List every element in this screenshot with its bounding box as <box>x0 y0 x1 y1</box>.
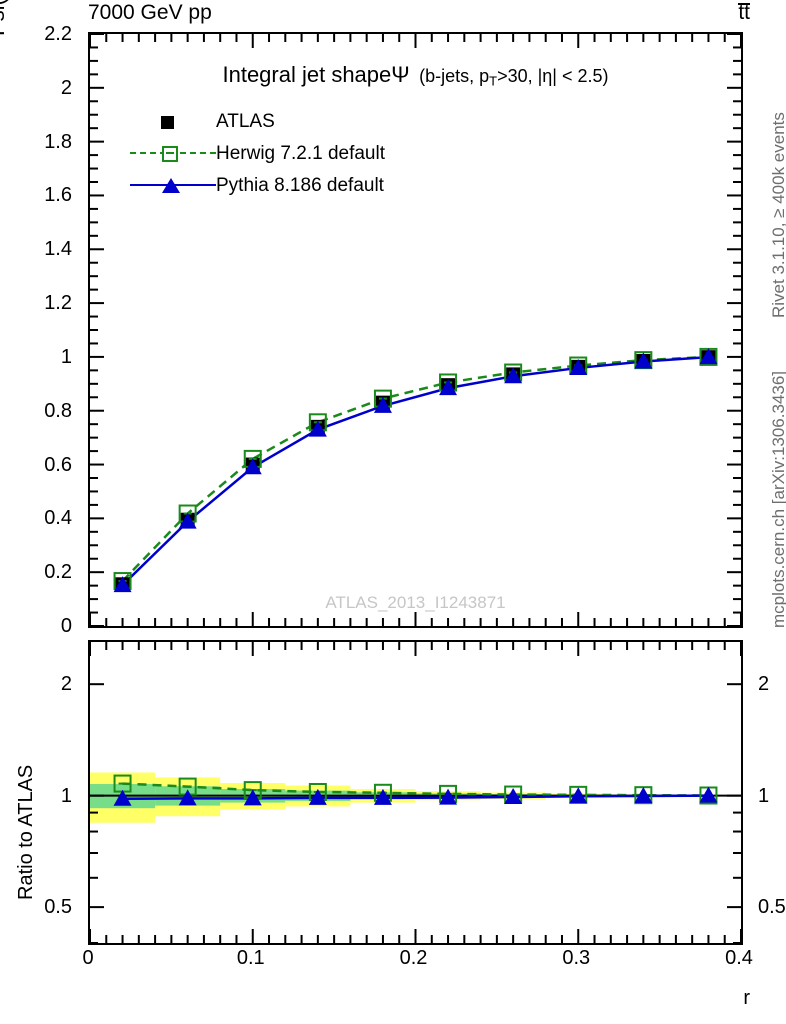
main-y-tick-label: 1.6 <box>44 184 72 207</box>
main-plot-panel: Integral jet shapeΨ (b-jets, pT>30, |η| … <box>88 32 743 628</box>
process-label-text: tt <box>738 1 750 24</box>
mcplots-caption: mcplots.cern.ch [arXiv:1306.3436] <box>769 370 786 628</box>
pythia-main-line <box>121 355 709 586</box>
main-y-tick-label: 1.8 <box>44 130 72 153</box>
pythia-main-marker <box>308 420 327 437</box>
pythia-ratio-marker <box>308 788 327 805</box>
ratio-y-tick-label-right: 0.5 <box>758 896 786 919</box>
herwig-marker-icon <box>130 142 216 164</box>
pythia-main-marker <box>178 512 197 529</box>
x-tick-label: 0.4 <box>725 947 753 969</box>
x-tick-label: 0.1 <box>236 947 265 969</box>
pythia-main-marker <box>439 379 458 396</box>
main-plot-area: Integral jet shapeΨ (b-jets, pT>30, |η| … <box>90 34 741 626</box>
x-tick-label: 0 <box>82 947 94 969</box>
pythia-main-marker <box>504 367 523 384</box>
pythia-ratio-marker <box>504 787 523 804</box>
legend-label-pythia: Pythia 8.186 default <box>216 174 384 196</box>
x-axis-title: r <box>743 987 750 1009</box>
pythia-marker-icon <box>130 174 216 196</box>
legend-label-herwig: Herwig 7.2.1 default <box>216 142 385 164</box>
ratio-plot-panel <box>88 640 743 945</box>
ratio-series-overlay <box>90 642 741 943</box>
plot-title-sub: (b-jets, pT>30, |η| < 2.5) <box>414 66 609 89</box>
main-series-overlay <box>90 34 741 626</box>
main-y-tick-labels: 0 0.2 0.4 0.6 0.8 1 1.2 1.4 1.6 1.8 2 2.2 <box>0 24 82 636</box>
dataset-watermark: ATLAS_2013_I1243871 <box>325 593 506 612</box>
pythia-main-marker <box>569 358 588 375</box>
x-tick-label: 0.2 <box>399 947 428 969</box>
x-tick-label: 0.3 <box>562 947 591 969</box>
pythia-ratio-marker <box>373 788 392 805</box>
pythia-main-marker <box>113 576 132 593</box>
plot-title-main: Integral jet shapeΨ <box>222 62 410 87</box>
ratio-y-axis-title: Ratio to ATLAS <box>15 764 37 900</box>
main-y-tick-label: 0.6 <box>44 453 72 476</box>
pythia-ratio-marker <box>634 786 653 803</box>
y-axis-title: Psi(r) <box>0 0 9 36</box>
pythia-main-marker <box>373 396 392 413</box>
main-y-tick-label: 1 <box>60 345 72 368</box>
ratio-y-tick-label-right: 1 <box>758 784 770 807</box>
x-tick-labels: 0 0.1 0.2 0.3 0.4 <box>0 948 786 976</box>
ratio-y-tick-labels: 0.5 1 2 <box>0 640 82 945</box>
main-y-tick-label: 2.2 <box>44 23 72 45</box>
plot-title: Integral jet shapeΨ (b-jets, pT>30, |η| … <box>90 62 741 89</box>
ratio-y-tick-label: 0.5 <box>44 896 72 919</box>
main-y-tick-label: 0.4 <box>44 507 72 530</box>
atlas-marker-icon <box>130 110 216 132</box>
main-y-tick-label: 1.4 <box>44 238 72 261</box>
pythia-ratio-line <box>122 794 709 800</box>
ratio-y-tick-label: 1 <box>60 784 72 807</box>
main-y-tick-label: 0.8 <box>44 399 72 422</box>
main-y-tick-label: 1.2 <box>44 292 72 315</box>
pythia-main-marker <box>634 352 653 369</box>
pythia-ratio-marker <box>178 789 197 806</box>
legend-item-atlas[interactable]: ATLAS <box>130 110 385 132</box>
ratio-y-tick-label-right: 2 <box>758 673 770 696</box>
ratio-y-tick-labels-right: 0.5 1 2 <box>750 640 786 945</box>
pythia-ratio-marker <box>699 786 718 803</box>
pythia-main-marker <box>243 458 262 475</box>
beam-energy-label: 7000 GeV pp <box>88 1 212 24</box>
legend-item-pythia[interactable]: Pythia 8.186 default <box>130 174 385 196</box>
herwig-main-line <box>121 355 709 582</box>
legend-label-atlas: ATLAS <box>216 110 275 132</box>
process-label: tt <box>738 2 750 23</box>
ratio-plot-area <box>90 642 741 943</box>
legend: ATLAS Herwig 7.2.1 default Pythia 8.186 … <box>130 110 385 196</box>
pythia-ratio-marker <box>569 787 588 804</box>
pythia-ratio-marker <box>439 788 458 805</box>
pythia-ratio-marker <box>243 789 262 806</box>
main-y-tick-label: 2 <box>60 76 72 99</box>
main-y-tick-label: 0 <box>60 615 72 637</box>
legend-item-herwig[interactable]: Herwig 7.2.1 default <box>130 142 385 164</box>
rivet-caption: Rivet 3.1.10, ≥ 400k events <box>769 112 786 318</box>
main-y-tick-label: 0.2 <box>44 561 72 584</box>
process-label-antiquark: t <box>744 1 750 24</box>
pythia-main-marker <box>699 348 718 365</box>
pythia-ratio-marker <box>113 789 132 806</box>
ratio-y-tick-label: 2 <box>60 673 72 696</box>
